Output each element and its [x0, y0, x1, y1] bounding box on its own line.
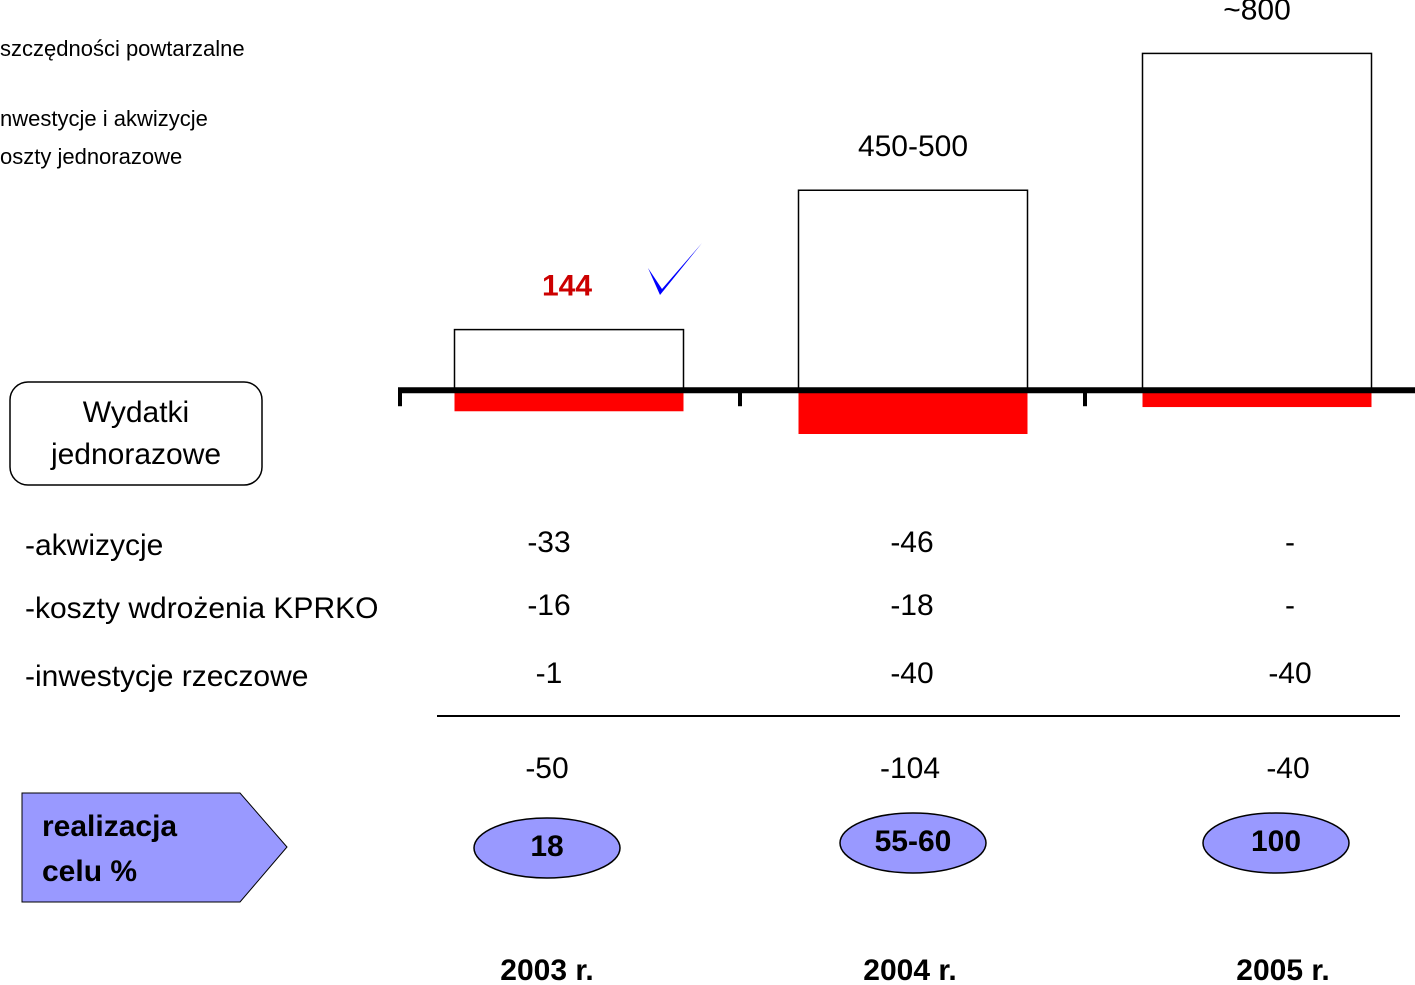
bar [1141, 52, 1373, 391]
bar [797, 189, 1029, 391]
target-label: realizacja [42, 810, 177, 843]
total: -40 [1266, 752, 1309, 785]
cell: -1 [536, 657, 563, 690]
target-ellipse [1202, 812, 1350, 874]
cell: - [1285, 589, 1295, 622]
cell: -18 [890, 589, 933, 622]
bar [798, 390, 1028, 435]
box-label: Wydatki [83, 396, 189, 429]
target-arrow [21, 792, 288, 903]
value-label: 144 [542, 270, 592, 303]
x-tick-label: 2004 r. [863, 954, 956, 985]
target-value: 55-60 [875, 825, 952, 858]
x-tick-label: 2005 r. [1236, 954, 1329, 985]
target-value: 18 [530, 830, 563, 863]
box-label: jednorazowe [50, 438, 221, 471]
total: -104 [880, 752, 940, 785]
target-label: celu % [42, 855, 137, 888]
legend-label: oszty jednorazowe [0, 144, 182, 169]
total: -50 [525, 752, 568, 785]
row-label: -inwestycje rzeczowe [25, 660, 308, 693]
cell: -46 [890, 526, 933, 559]
legend-label: szczędności powtarzalne [0, 36, 245, 61]
legend-label: nwestycje i akwizycje [0, 106, 208, 131]
value-label: 450-500 [858, 130, 968, 163]
target-ellipse [473, 817, 621, 879]
cell: - [1285, 526, 1295, 559]
cell: -40 [1268, 657, 1311, 690]
cell: -40 [890, 657, 933, 690]
bar [454, 390, 684, 412]
value-label: ~800 [1223, 0, 1291, 26]
bar [453, 328, 685, 391]
cell: -16 [527, 589, 570, 622]
row-label: -akwizycje [25, 529, 163, 562]
x-tick-label: 2003 r. [500, 954, 593, 985]
target-value: 100 [1251, 825, 1301, 858]
box [9, 381, 263, 486]
row-label: -koszty wdrożenia KPRKO [25, 592, 378, 625]
bar [1142, 390, 1372, 408]
check-mark [648, 243, 702, 295]
target-ellipse [839, 812, 987, 874]
cell: -33 [527, 526, 570, 559]
